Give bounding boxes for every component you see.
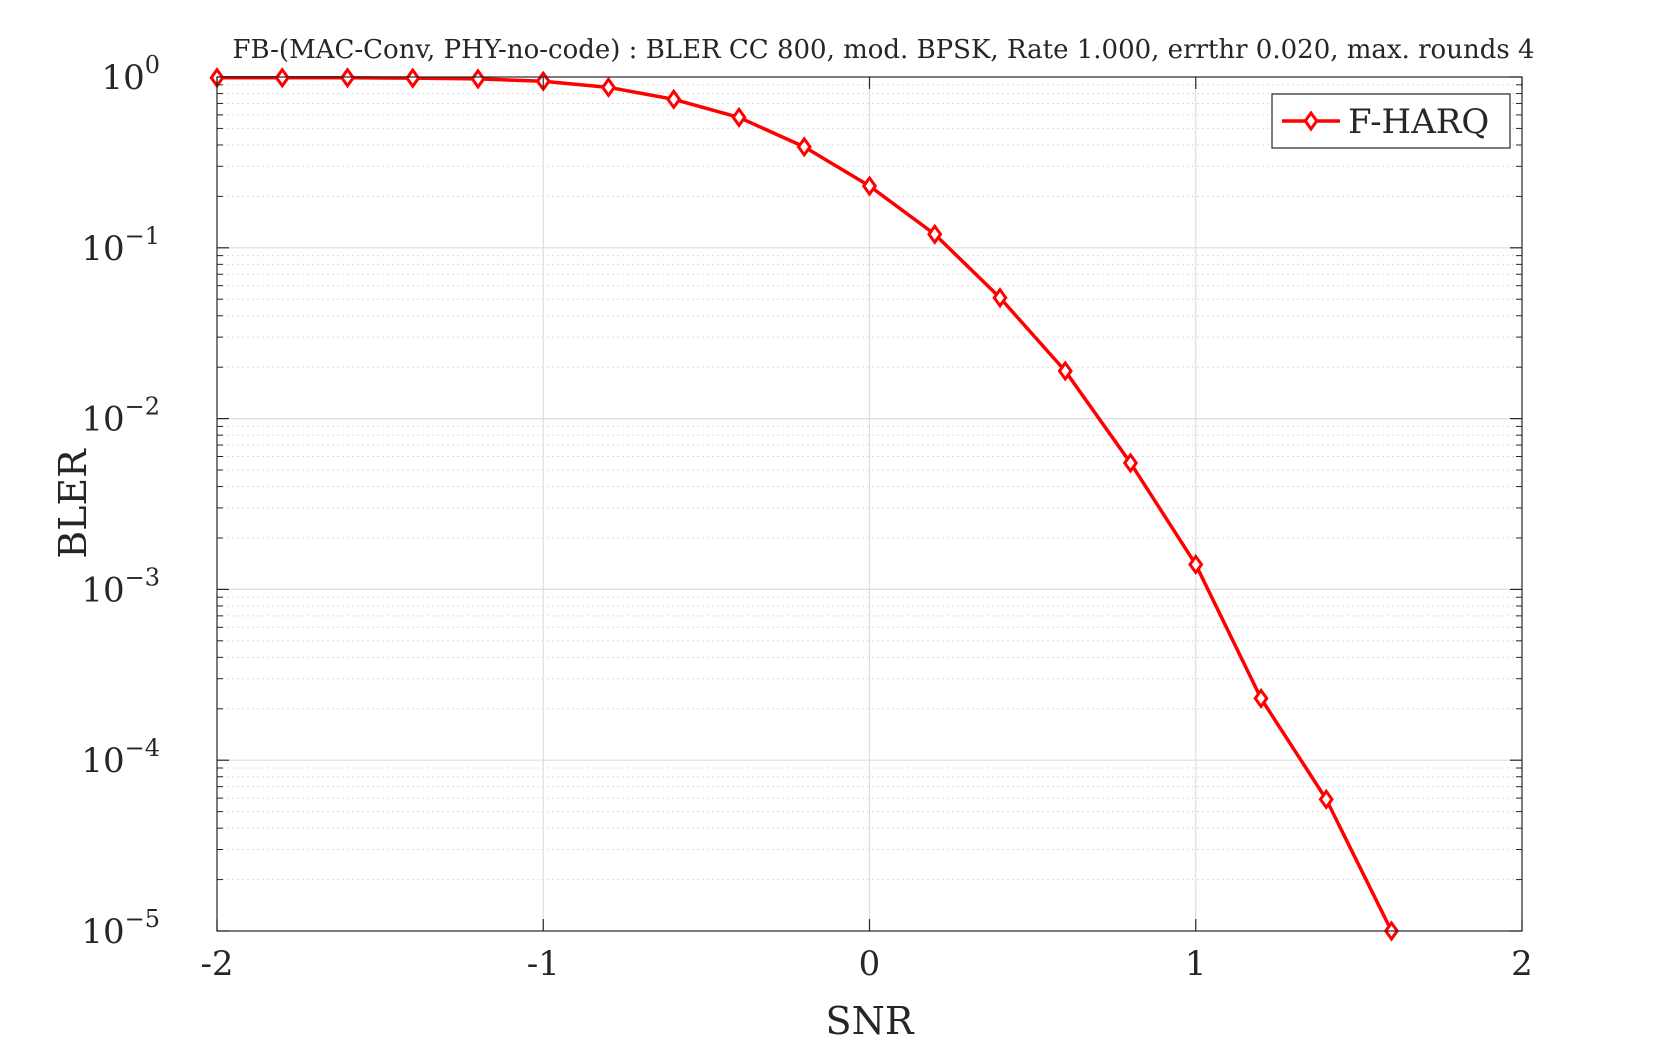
axis-ticks bbox=[216, 76, 1523, 932]
x-tick-label: -2 bbox=[200, 944, 233, 984]
plot-area bbox=[209, 67, 1523, 942]
y-tick-label: 10−3 bbox=[81, 563, 160, 610]
series-layer bbox=[209, 67, 1400, 942]
data-point-marker bbox=[1122, 452, 1139, 474]
y-tick-label: 10−5 bbox=[81, 905, 160, 952]
chart-title: FB-(MAC-Conv, PHY-no-code) : BLER CC 800… bbox=[233, 35, 1535, 65]
data-point-marker bbox=[927, 223, 943, 245]
x-tick-labels: -2 -1 0 1 2 bbox=[200, 944, 1532, 984]
data-point-marker bbox=[992, 287, 1008, 309]
data-point-marker bbox=[470, 68, 486, 90]
data-point-marker bbox=[1253, 687, 1269, 709]
legend: F-HARQ bbox=[1271, 93, 1511, 149]
y-tick-labels: 100 10−1 10−2 10−3 10−4 10−5 bbox=[81, 51, 160, 952]
data-point-marker bbox=[666, 88, 682, 110]
y-tick-label: 10−4 bbox=[81, 734, 160, 781]
data-point-marker bbox=[600, 76, 617, 98]
data-point-marker bbox=[861, 175, 878, 197]
major-grid bbox=[217, 77, 1522, 931]
x-tick-label: 2 bbox=[1511, 944, 1533, 984]
legend-label: F-HARQ bbox=[1348, 102, 1489, 142]
x-tick-label: 1 bbox=[1185, 944, 1207, 984]
legend-marker bbox=[1303, 110, 1319, 132]
x-axis-label: SNR bbox=[826, 999, 915, 1042]
y-tick-label: 10−2 bbox=[81, 393, 160, 440]
y-tick-label: 10−1 bbox=[81, 222, 160, 269]
data-point-marker bbox=[731, 106, 747, 128]
data-point-marker bbox=[339, 67, 356, 89]
data-point-marker bbox=[1057, 360, 1073, 382]
y-tick-label: 100 bbox=[101, 51, 160, 98]
data-point-marker bbox=[405, 67, 421, 89]
data-point-marker bbox=[274, 67, 290, 89]
data-point-marker bbox=[1318, 788, 1334, 810]
x-tick-label: 0 bbox=[859, 944, 881, 984]
data-point-marker bbox=[796, 136, 812, 158]
x-tick-label: -1 bbox=[527, 944, 560, 984]
data-point-marker bbox=[1188, 553, 1204, 576]
y-axis-label: BLER bbox=[51, 448, 95, 559]
